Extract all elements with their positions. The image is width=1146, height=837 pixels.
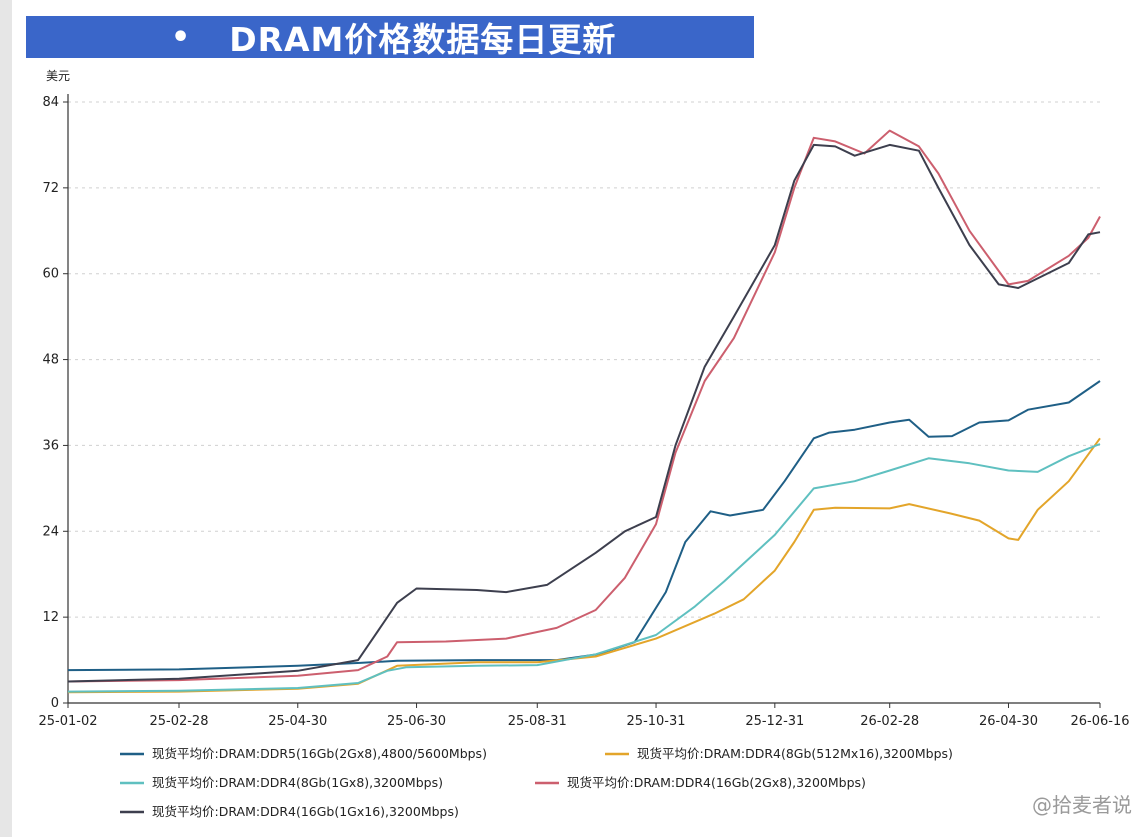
series-line-2: [67, 437, 1101, 694]
x-tick-label: 25-02-28: [149, 714, 208, 729]
y-tick-label: 24: [42, 524, 59, 539]
x-tick-label: 25-12-31: [745, 714, 804, 729]
x-tick-label: 25-04-30: [268, 714, 327, 729]
x-tick-label: 25-08-31: [508, 714, 567, 729]
y-axis-unit: 美元: [46, 69, 70, 83]
grid-lines: [68, 101, 1100, 618]
y-tick-label: 84: [42, 95, 59, 110]
series-line-3: [67, 443, 1101, 693]
x-tick-label: 26-04-30: [979, 714, 1038, 729]
title-banner: • DRAM价格数据每日更新: [26, 16, 754, 59]
legend: 现货平均价:DRAM:DDR5(16Gb(2Gx8),4800/5600Mbps…: [120, 746, 953, 819]
y-tick-label: 36: [42, 438, 59, 453]
x-tick-label: 26-02-28: [860, 714, 919, 729]
x-tick-label: 25-06-30: [387, 714, 446, 729]
legend-entry-2: 现货平均价:DRAM:DDR4(8Gb(512Mx16),3200Mbps): [637, 746, 953, 761]
y-tick-label: 12: [42, 610, 59, 625]
page-title: DRAM价格数据每日更新: [229, 20, 617, 59]
x-tick-label: 25-01-02: [38, 714, 97, 729]
legend-entry-5: 现货平均价:DRAM:DDR4(16Gb(1Gx16),3200Mbps): [152, 804, 459, 819]
series-line-5: [67, 143, 1101, 683]
series-lines: [67, 129, 1101, 694]
axes: 0 12 24 36 48 60 72 84 美元 25-01-02 25-02-28 25-04-3…: [38, 69, 1129, 729]
watermark-text: @拾麦者说: [1032, 793, 1132, 817]
y-tick-label: 72: [42, 181, 59, 196]
y-tick-label: 48: [42, 353, 59, 368]
left-margin-strip: [0, 0, 12, 837]
legend-entry-3: 现货平均价:DRAM:DDR4(8Gb(1Gx8),3200Mbps): [152, 775, 443, 790]
series-line-1: [67, 380, 1101, 672]
x-tick-label: 25-10-31: [627, 714, 686, 729]
series-line-4: [67, 129, 1101, 683]
legend-entry-4: 现货平均价:DRAM:DDR4(16Gb(2Gx8),3200Mbps): [567, 775, 866, 790]
x-tick-label: 26-06-16: [1070, 714, 1129, 729]
y-tick-label: 0: [51, 696, 59, 711]
y-tick-label: 60: [42, 267, 59, 282]
bullet-icon: •: [171, 19, 192, 55]
legend-entry-1: 现货平均价:DRAM:DDR5(16Gb(2Gx8),4800/5600Mbps…: [152, 746, 487, 761]
